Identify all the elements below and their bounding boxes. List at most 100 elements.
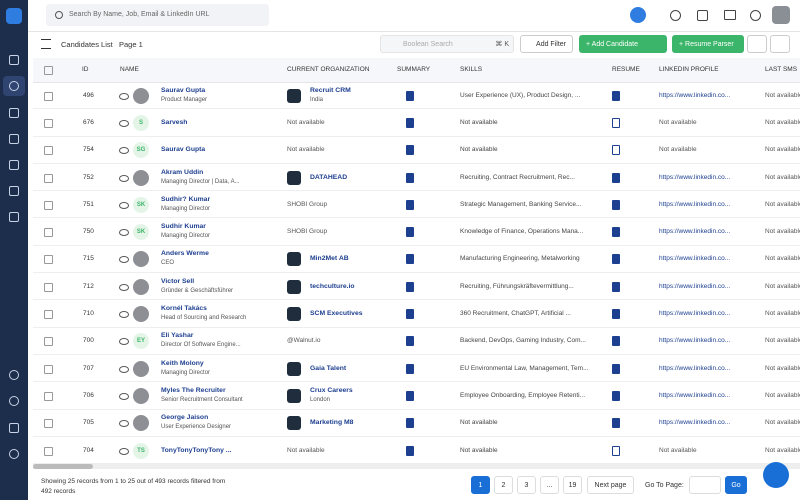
resume-icon[interactable]: [612, 199, 620, 210]
candidate-name[interactable]: Sudhir Kumar: [161, 223, 206, 231]
linkedin[interactable]: https://www.linkedin.co...: [659, 337, 731, 345]
row-checkbox[interactable]: [44, 419, 53, 429]
row-checkbox[interactable]: [44, 364, 53, 374]
nav-icon[interactable]: [9, 186, 19, 196]
linkedin[interactable]: https://www.linkedin.co...: [659, 91, 731, 99]
summary-icon[interactable]: [406, 172, 414, 183]
view-icon[interactable]: [119, 174, 129, 182]
linkedin[interactable]: https://www.linkedin.co...: [659, 200, 731, 208]
row-checkbox[interactable]: [44, 228, 53, 238]
candidate-name[interactable]: Keith Molony: [161, 359, 204, 367]
nav-icon[interactable]: [9, 423, 19, 433]
candidate-name[interactable]: TonyTonyTonyTony ...: [161, 446, 232, 454]
summary-icon[interactable]: [406, 309, 414, 320]
org-name[interactable]: Marketing M8: [310, 419, 354, 427]
row-checkbox[interactable]: [44, 337, 53, 347]
search-box[interactable]: Search By Name, Job, Email & LinkedIn UR…: [46, 4, 269, 26]
linkedin[interactable]: https://www.linkedin.co...: [659, 419, 731, 427]
resume-icon[interactable]: [612, 227, 620, 238]
user-avatar[interactable]: [772, 6, 790, 24]
nav-icon[interactable]: [9, 449, 19, 459]
linkedin[interactable]: https://www.linkedin.co...: [659, 255, 731, 263]
summary-icon[interactable]: [406, 336, 414, 347]
summary-icon[interactable]: [406, 254, 414, 265]
view-icon[interactable]: [119, 256, 129, 264]
scroll-thumb[interactable]: [33, 464, 93, 469]
org-name[interactable]: Crux Careers: [310, 386, 353, 394]
nav-icon[interactable]: [9, 55, 19, 65]
resume-icon[interactable]: [612, 363, 620, 374]
summary-icon[interactable]: [406, 418, 414, 429]
summary-icon[interactable]: [406, 117, 414, 128]
linkedin[interactable]: https://www.linkedin.co...: [659, 282, 731, 290]
candidate-name[interactable]: Saurav Gupta: [161, 146, 206, 154]
resume-icon[interactable]: [612, 254, 620, 265]
resume-icon[interactable]: [612, 309, 620, 320]
nav-icon[interactable]: [9, 212, 19, 222]
org-name[interactable]: techculture.io: [310, 282, 355, 290]
candidate-name[interactable]: Kornél Takács: [161, 305, 207, 313]
summary-icon[interactable]: [406, 363, 414, 374]
row-checkbox[interactable]: [44, 146, 53, 156]
nav-icon[interactable]: [9, 81, 19, 91]
view-icon[interactable]: [119, 447, 129, 455]
linkedin[interactable]: https://www.linkedin.co...: [659, 391, 731, 399]
nav-icon[interactable]: [9, 396, 19, 406]
next-page[interactable]: Next page: [587, 476, 634, 494]
row-checkbox[interactable]: [44, 255, 53, 265]
row-checkbox[interactable]: [44, 200, 53, 210]
page-button[interactable]: 19: [563, 476, 582, 494]
row-checkbox[interactable]: [44, 173, 53, 183]
page-button[interactable]: 3: [517, 476, 536, 494]
nav-icon[interactable]: [9, 370, 19, 380]
org-name[interactable]: Min2Met AB: [310, 255, 349, 263]
resume-icon[interactable]: [612, 336, 620, 347]
linkedin[interactable]: https://www.linkedin.co...: [659, 228, 731, 236]
candidate-name[interactable]: Victor Sell: [161, 277, 195, 285]
nav-icon[interactable]: [9, 108, 19, 118]
mail-icon[interactable]: [724, 10, 736, 20]
settings-icon[interactable]: [750, 10, 761, 21]
goto-input[interactable]: [689, 476, 721, 494]
view-icon[interactable]: [119, 92, 129, 100]
video-button[interactable]: [770, 35, 790, 53]
resume-empty[interactable]: [612, 145, 620, 156]
gift-icon[interactable]: [697, 10, 708, 21]
org-name[interactable]: Gaia Talent: [310, 364, 347, 372]
candidate-name[interactable]: Anders Werme: [161, 250, 209, 258]
resume-icon[interactable]: [612, 281, 620, 292]
linkedin[interactable]: https://www.linkedin.co...: [659, 364, 731, 372]
candidate-name[interactable]: Eli Yashar: [161, 332, 194, 340]
resume-parser[interactable]: + Resume Parser: [672, 35, 744, 53]
summary-icon[interactable]: [406, 145, 414, 156]
summary-icon[interactable]: [406, 227, 414, 238]
go-button[interactable]: Go: [725, 476, 747, 494]
view-icon[interactable]: [119, 201, 129, 209]
nav-icon[interactable]: [9, 160, 19, 170]
resume-empty[interactable]: [612, 117, 620, 128]
logo[interactable]: [6, 8, 22, 24]
linkedin[interactable]: https://www.linkedin.co...: [659, 173, 731, 181]
candidate-name[interactable]: Sudhir? Kumar: [161, 195, 211, 203]
row-checkbox[interactable]: [44, 446, 53, 456]
select-all[interactable]: [44, 66, 53, 75]
view-icon[interactable]: [119, 420, 129, 428]
resume-icon[interactable]: [612, 390, 620, 401]
summary-icon[interactable]: [406, 281, 414, 292]
resume-icon[interactable]: [612, 90, 620, 101]
candidate-name[interactable]: Akram Uddin: [161, 168, 204, 176]
view-icon[interactable]: [119, 392, 129, 400]
boolean-search[interactable]: Boolean Search ⌘ K: [380, 35, 514, 53]
summary-icon[interactable]: [406, 445, 414, 456]
resume-empty[interactable]: [612, 445, 620, 456]
add-candidate[interactable]: + Add Candidate: [579, 35, 667, 53]
summary-icon[interactable]: [406, 90, 414, 101]
row-checkbox[interactable]: [44, 310, 53, 320]
help-icon[interactable]: [670, 10, 681, 21]
add-button[interactable]: [630, 7, 646, 23]
nav-icon[interactable]: [9, 134, 19, 144]
view-icon[interactable]: [119, 283, 129, 291]
page-button[interactable]: ...: [540, 476, 559, 494]
page-button[interactable]: 2: [494, 476, 513, 494]
candidate-name[interactable]: Sarvesh: [161, 118, 188, 126]
